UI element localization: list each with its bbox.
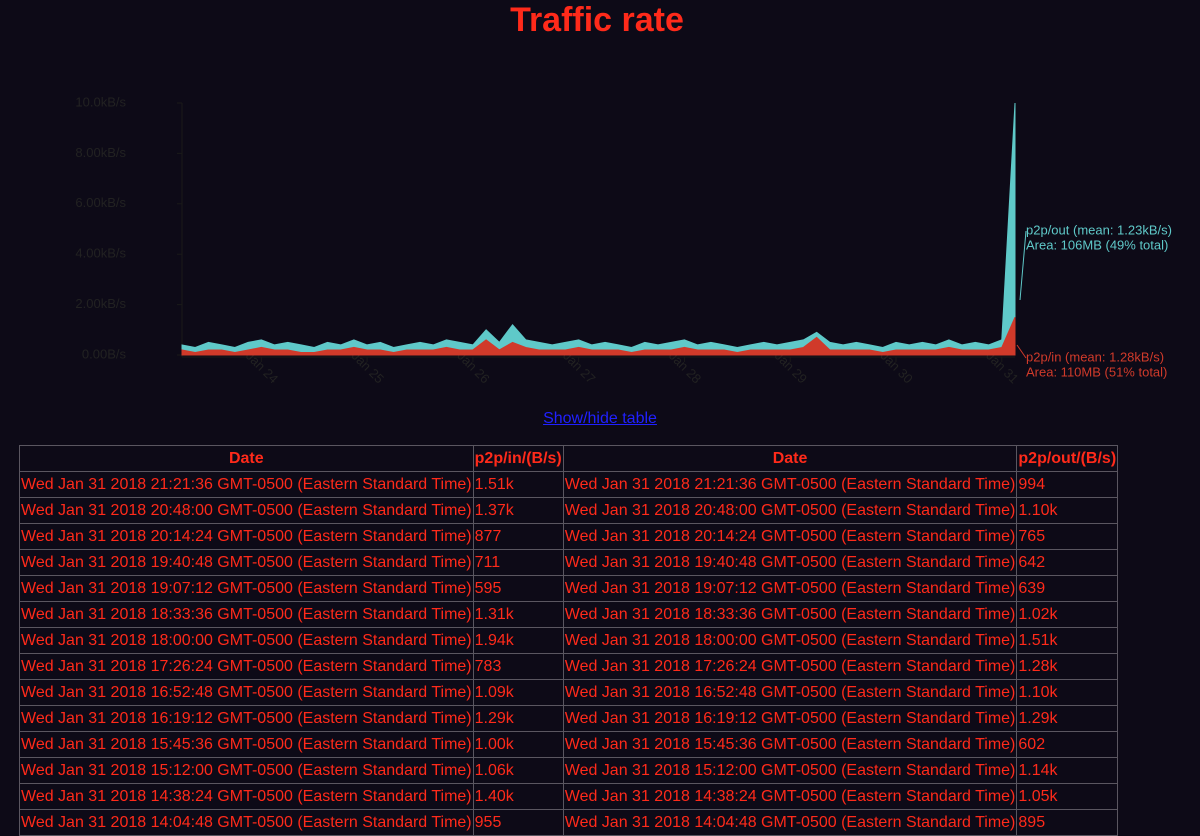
table-cell: Wed Jan 31 2018 21:21:36 GMT-0500 (Easte…: [19, 471, 474, 498]
toggle-row: Show/hide table: [0, 410, 1200, 434]
table-cell: Wed Jan 31 2018 20:14:24 GMT-0500 (Easte…: [19, 523, 474, 550]
table-cell: Wed Jan 31 2018 17:26:24 GMT-0500 (Easte…: [562, 653, 1018, 680]
table-cell: 783: [472, 653, 564, 680]
table-row: Wed Jan 31 2018 15:45:36 GMT-0500 (Easte…: [19, 731, 1119, 758]
table-cell: 1.10k: [1016, 497, 1119, 524]
column-header: p2p/out/(B/s): [1016, 445, 1119, 472]
table-cell: 1.02k: [1016, 601, 1119, 628]
table-cell: Wed Jan 31 2018 20:48:00 GMT-0500 (Easte…: [19, 497, 474, 524]
table-row: Wed Jan 31 2018 17:26:24 GMT-0500 (Easte…: [19, 653, 1119, 680]
table-body: Wed Jan 31 2018 21:21:36 GMT-0500 (Easte…: [19, 471, 1119, 836]
table-cell: Wed Jan 31 2018 17:26:24 GMT-0500 (Easte…: [19, 653, 474, 680]
table-cell: Wed Jan 31 2018 19:40:48 GMT-0500 (Easte…: [19, 549, 474, 576]
table-cell: Wed Jan 31 2018 20:48:00 GMT-0500 (Easte…: [562, 497, 1018, 524]
table-cell: Wed Jan 31 2018 16:19:12 GMT-0500 (Easte…: [562, 705, 1018, 732]
y-tick-label: 2.00kB/s: [75, 296, 126, 311]
table-cell: Wed Jan 31 2018 15:12:00 GMT-0500 (Easte…: [562, 757, 1018, 784]
table-row: Wed Jan 31 2018 19:40:48 GMT-0500 (Easte…: [19, 549, 1119, 576]
table-cell: Wed Jan 31 2018 20:14:24 GMT-0500 (Easte…: [562, 523, 1018, 550]
y-tick-label: 10.0kB/s: [75, 94, 126, 109]
table-cell: 1.37k: [472, 497, 564, 524]
area-series: [181, 316, 1016, 356]
leader-line: [1016, 344, 1027, 359]
table-cell: Wed Jan 31 2018 19:07:12 GMT-0500 (Easte…: [562, 575, 1018, 602]
y-tick-label: 6.00kB/s: [75, 195, 126, 210]
table-row: Wed Jan 31 2018 19:07:12 GMT-0500 (Easte…: [19, 575, 1119, 602]
table-cell: 1.09k: [472, 679, 564, 706]
column-header: Date: [562, 445, 1018, 472]
table-cell: Wed Jan 31 2018 19:40:48 GMT-0500 (Easte…: [562, 549, 1018, 576]
table-cell: Wed Jan 31 2018 16:52:48 GMT-0500 (Easte…: [562, 679, 1018, 706]
table-cell: 1.05k: [1016, 783, 1119, 810]
table-cell: 1.51k: [1016, 627, 1119, 654]
table-cell: 642: [1016, 549, 1119, 576]
table-cell: 1.29k: [472, 705, 564, 732]
table-cell: Wed Jan 31 2018 18:00:00 GMT-0500 (Easte…: [19, 627, 474, 654]
y-tick-label: 0.00B/s: [82, 346, 127, 361]
table-cell: 639: [1016, 575, 1119, 602]
annotation: p2p/in (mean: 1.28kB/s): [1026, 349, 1164, 364]
table-cell: Wed Jan 31 2018 19:07:12 GMT-0500 (Easte…: [19, 575, 474, 602]
table-cell: 1.29k: [1016, 705, 1119, 732]
annotation: Area: 106MB (49% total): [1026, 237, 1168, 252]
page-title: Traffic rate: [510, 1, 684, 39]
table-row: Wed Jan 31 2018 18:00:00 GMT-0500 (Easte…: [19, 627, 1119, 654]
table-cell: 1.28k: [1016, 653, 1119, 680]
table-cell: Wed Jan 31 2018 15:45:36 GMT-0500 (Easte…: [19, 731, 474, 758]
header-row: Date p2p/in/(B/s) Date p2p/out/(B/s): [19, 445, 1119, 472]
table-cell: 595: [472, 575, 564, 602]
leader-line: [1019, 230, 1027, 301]
table-cell: Wed Jan 31 2018 15:12:00 GMT-0500 (Easte…: [19, 757, 474, 784]
toggle-table-link[interactable]: Show/hide table: [543, 410, 657, 427]
table-row: Wed Jan 31 2018 16:19:12 GMT-0500 (Easte…: [19, 705, 1119, 732]
table-cell: Wed Jan 31 2018 16:19:12 GMT-0500 (Easte…: [19, 705, 474, 732]
table-cell: 1.31k: [472, 601, 564, 628]
chart: Traffic rate 0.00B/s 2.00kB/s 4.00kB/s 6.00…: [75, 1, 1172, 386]
column-header: Date: [19, 445, 474, 472]
table-cell: 877: [472, 523, 564, 550]
table-cell: Wed Jan 31 2018 14:38:24 GMT-0500 (Easte…: [19, 783, 474, 810]
table-cell: 994: [1016, 471, 1119, 498]
y-tick-label: 4.00kB/s: [75, 246, 126, 261]
annotation: Area: 110MB (51% total): [1026, 364, 1167, 379]
table-cell: Wed Jan 31 2018 16:52:48 GMT-0500 (Easte…: [19, 679, 474, 706]
table-cell: 602: [1016, 731, 1119, 758]
annotation: p2p/out (mean: 1.23kB/s): [1026, 222, 1172, 237]
table-row: Wed Jan 31 2018 15:12:00 GMT-0500 (Easte…: [19, 757, 1119, 784]
table-row: Wed Jan 31 2018 16:52:48 GMT-0500 (Easte…: [19, 679, 1119, 706]
y-tick-label: 8.00kB/s: [75, 145, 126, 160]
table-row: Wed Jan 31 2018 18:33:36 GMT-0500 (Easte…: [19, 601, 1119, 628]
table-cell: 1.06k: [472, 757, 564, 784]
table-cell: 1.10k: [1016, 679, 1119, 706]
data-table: Date p2p/in/(B/s) Date p2p/out/(B/s) Wed Jan…: [19, 445, 1119, 836]
table-cell: 1.40k: [472, 783, 564, 810]
table-row: Wed Jan 31 2018 21:21:36 GMT-0500 (Easte…: [19, 471, 1119, 498]
column-header: p2p/in/(B/s): [472, 445, 564, 472]
table-cell: 1.14k: [1016, 757, 1119, 784]
table-cell: 765: [1016, 523, 1119, 550]
table-row: Wed Jan 31 2018 20:48:00 GMT-0500 (Easte…: [19, 497, 1119, 524]
table-cell: Wed Jan 31 2018 14:38:24 GMT-0500 (Easte…: [562, 783, 1018, 810]
table-cell: 711: [472, 549, 564, 576]
table-cell: 1.00k: [472, 731, 564, 758]
table-row: Wed Jan 31 2018 20:14:24 GMT-0500 (Easte…: [19, 523, 1119, 550]
table-cell: Wed Jan 31 2018 15:45:36 GMT-0500 (Easte…: [562, 731, 1018, 758]
table-cell: 1.51k: [472, 471, 564, 498]
area-series: [181, 102, 1016, 356]
table-cell: Wed Jan 31 2018 21:21:36 GMT-0500 (Easte…: [562, 471, 1018, 498]
table-cell: Wed Jan 31 2018 18:00:00 GMT-0500 (Easte…: [562, 627, 1018, 654]
table-cell: 1.94k: [472, 627, 564, 654]
table-cell: Wed Jan 31 2018 18:33:36 GMT-0500 (Easte…: [19, 601, 474, 628]
table-cell: Wed Jan 31 2018 18:33:36 GMT-0500 (Easte…: [562, 601, 1018, 628]
table-row: Wed Jan 31 2018 14:38:24 GMT-0500 (Easte…: [19, 783, 1119, 810]
